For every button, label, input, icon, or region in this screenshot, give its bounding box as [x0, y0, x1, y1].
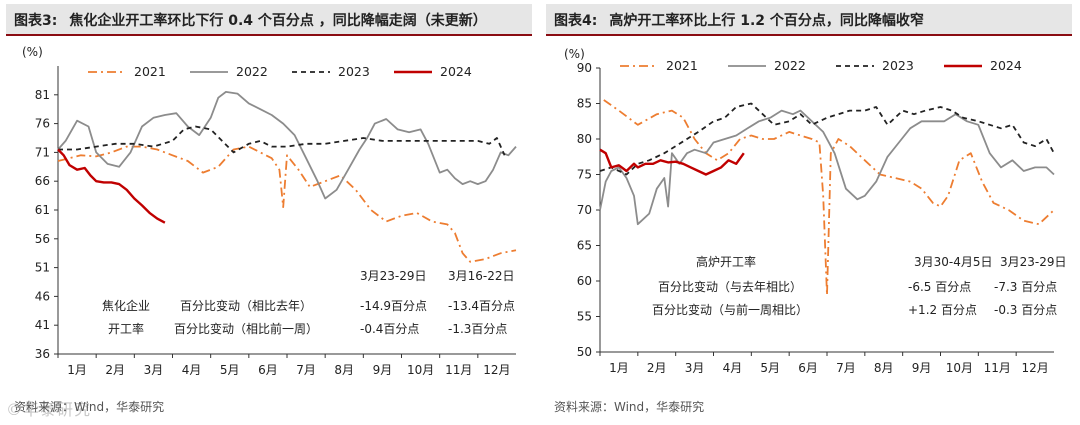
x-tick-label: 6月	[798, 361, 818, 375]
watermark: ©华泰研究	[6, 400, 92, 419]
x-tick-label: 1月	[67, 363, 87, 377]
x-tick-label: 2月	[105, 363, 125, 377]
y-axis-label: (%)	[22, 45, 43, 59]
x-tick-label: 9月	[912, 361, 932, 375]
y-tick-label: 50	[577, 345, 592, 359]
chart-title: 图表3: 焦化企业开工率环比下行 0.4 个百分点 ，同比降幅走阔（未更新）	[14, 10, 487, 30]
chart-panel-blast-furnace: 图表4: 高炉开工率环比上行 1.2 个百分点，同比降幅收窄 (%) 50 55 60 6…	[540, 0, 1080, 425]
chart-panel-coking: 图表3: 焦化企业开工率环比下行 0.4 个百分点 ，同比降幅走阔（未更新） (%…	[6, 4, 532, 419]
annotation-value: +1.2 百分点	[908, 303, 977, 317]
series-line-2021	[603, 99, 1055, 297]
annotation-value: -1.3百分点	[448, 322, 507, 336]
x-tick-label: 6月	[258, 363, 278, 377]
y-tick-label: 60	[577, 274, 592, 288]
annotation-row-label: 百分比变动（与前一周相比）	[652, 302, 808, 317]
legend-label-2022: 2022	[774, 58, 806, 73]
x-tick-label: 5月	[220, 363, 240, 377]
y-tick-label: 65	[577, 239, 592, 253]
x-tick-label: 9月	[373, 363, 393, 377]
chart-title-text: 高炉开工率环比上行 1.2 个百分点，同比降幅收窄	[609, 13, 924, 29]
annotation-value: -13.4百分点	[448, 299, 515, 313]
y-tick-label: 56	[35, 232, 50, 246]
x-tick-label: 12月	[1021, 361, 1048, 375]
y-tick-label: 70	[577, 203, 592, 217]
chart-title: 图表4: 高炉开工率环比上行 1.2 个百分点，同比降幅收窄	[554, 10, 924, 30]
legend-label-2021: 2021	[666, 58, 698, 73]
chart-number: 图表4:	[554, 13, 598, 29]
series-line-2023	[58, 125, 506, 156]
annotation-row-label: 百分比变动（相比前一周）	[174, 321, 318, 336]
annotation-row-group: 焦化企业	[102, 298, 150, 313]
y-tick-label: 75	[577, 168, 592, 182]
annotation-value: -6.5 百分点	[908, 280, 971, 294]
x-tick-label: 3月	[685, 361, 705, 375]
x-tick-label: 8月	[874, 361, 894, 375]
x-tick-label: 10月	[407, 363, 434, 377]
series-line-2024	[599, 148, 745, 176]
y-tick-label: 55	[577, 310, 592, 324]
x-tick-label: 8月	[334, 363, 354, 377]
x-tick-label: 3月	[144, 363, 164, 377]
y-tick-label: 61	[35, 203, 50, 217]
x-tick-label: 7月	[836, 361, 856, 375]
y-tick-label: 41	[35, 318, 50, 332]
annotation-row-group: 开工率	[108, 321, 144, 336]
y-tick-label: 71	[35, 145, 50, 159]
y-tick-label: 76	[35, 117, 50, 131]
y-tick-label: 51	[35, 261, 50, 275]
x-tick-label: 4月	[182, 363, 202, 377]
y-tick-label: 46	[35, 289, 50, 303]
annotation-row-group: 高炉开工率	[696, 254, 756, 269]
y-tick-label: 85	[577, 97, 592, 111]
x-tick-label: 1月	[609, 361, 629, 375]
annotation-row-label: 百分比变动（相比去年）	[180, 298, 312, 313]
y-tick-label: 66	[35, 174, 50, 188]
source-note: 资料来源：Wind，华泰研究	[554, 400, 705, 414]
legend-label-2024: 2024	[440, 64, 472, 79]
annotation-col-header: 3月23-29日	[360, 269, 427, 283]
series-line-2021	[57, 145, 517, 263]
annotation-col-header: 3月30-4月5日	[914, 255, 993, 269]
chart-title-bar: 图表3: 焦化企业开工率环比下行 0.4 个百分点 ，同比降幅走阔（未更新）	[6, 4, 532, 36]
annotation-row-label: 百分比变动（与去年相比）	[658, 279, 802, 294]
blast-furnace-utilization-line-chart: (%) 50 55 60 65 70 75 80 85 90 1月 2月 3月 4月 5月 6月 7月 8月 9月 1…	[564, 47, 1067, 375]
y-tick-label: 90	[577, 61, 592, 75]
x-tick-label: 11月	[445, 363, 472, 377]
annotation-col-header: 3月16-22日	[448, 269, 515, 283]
y-tick-label: 81	[35, 88, 50, 102]
x-tick-label: 4月	[723, 361, 743, 375]
y-tick-label: 36	[35, 347, 50, 361]
chart-title-bar: 图表4: 高炉开工率环比上行 1.2 个百分点，同比降幅收窄	[546, 4, 1072, 36]
legend-label-2022: 2022	[236, 64, 268, 79]
x-tick-label: 10月	[946, 361, 973, 375]
series-line-2024	[57, 148, 166, 224]
series-line-2022	[599, 109, 1055, 226]
x-tick-label: 2月	[647, 361, 667, 375]
legend-label-2021: 2021	[134, 64, 166, 79]
annotation-col-header: 3月23-29日	[1000, 255, 1067, 269]
legend-label-2023: 2023	[882, 58, 914, 73]
x-tick-label: 7月	[296, 363, 316, 377]
y-tick-label: 80	[577, 132, 592, 146]
annotation-value: -7.3 百分点	[994, 280, 1057, 294]
series-line-2023	[599, 102, 1055, 176]
x-tick-label: 12月	[483, 363, 510, 377]
chart-title-text: 焦化企业开工率环比下行 0.4 个百分点 ，同比降幅走阔（未更新）	[69, 13, 487, 29]
x-tick-label: 11月	[984, 361, 1011, 375]
chart-number: 图表3:	[14, 13, 58, 29]
source-note: 资料来源：Wind，华泰研究	[14, 400, 165, 414]
legend-label-2023: 2023	[338, 64, 370, 79]
x-tick-label: 5月	[760, 361, 780, 375]
annotation-value: -0.3 百分点	[994, 303, 1057, 317]
series-line-2022	[57, 91, 517, 200]
annotation-value: -14.9百分点	[360, 299, 427, 313]
legend-label-2024: 2024	[990, 58, 1022, 73]
annotation-value: -0.4百分点	[360, 322, 419, 336]
y-axis-label: (%)	[564, 47, 585, 61]
coking-utilization-line-chart: (%) 36 41 46 51 56 61 66 71 76 81 1月 2月 3月 4月 5月 6月 7月 8月 9…	[22, 45, 517, 377]
